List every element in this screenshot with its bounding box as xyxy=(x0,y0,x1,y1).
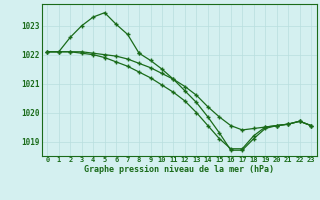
X-axis label: Graphe pression niveau de la mer (hPa): Graphe pression niveau de la mer (hPa) xyxy=(84,165,274,174)
